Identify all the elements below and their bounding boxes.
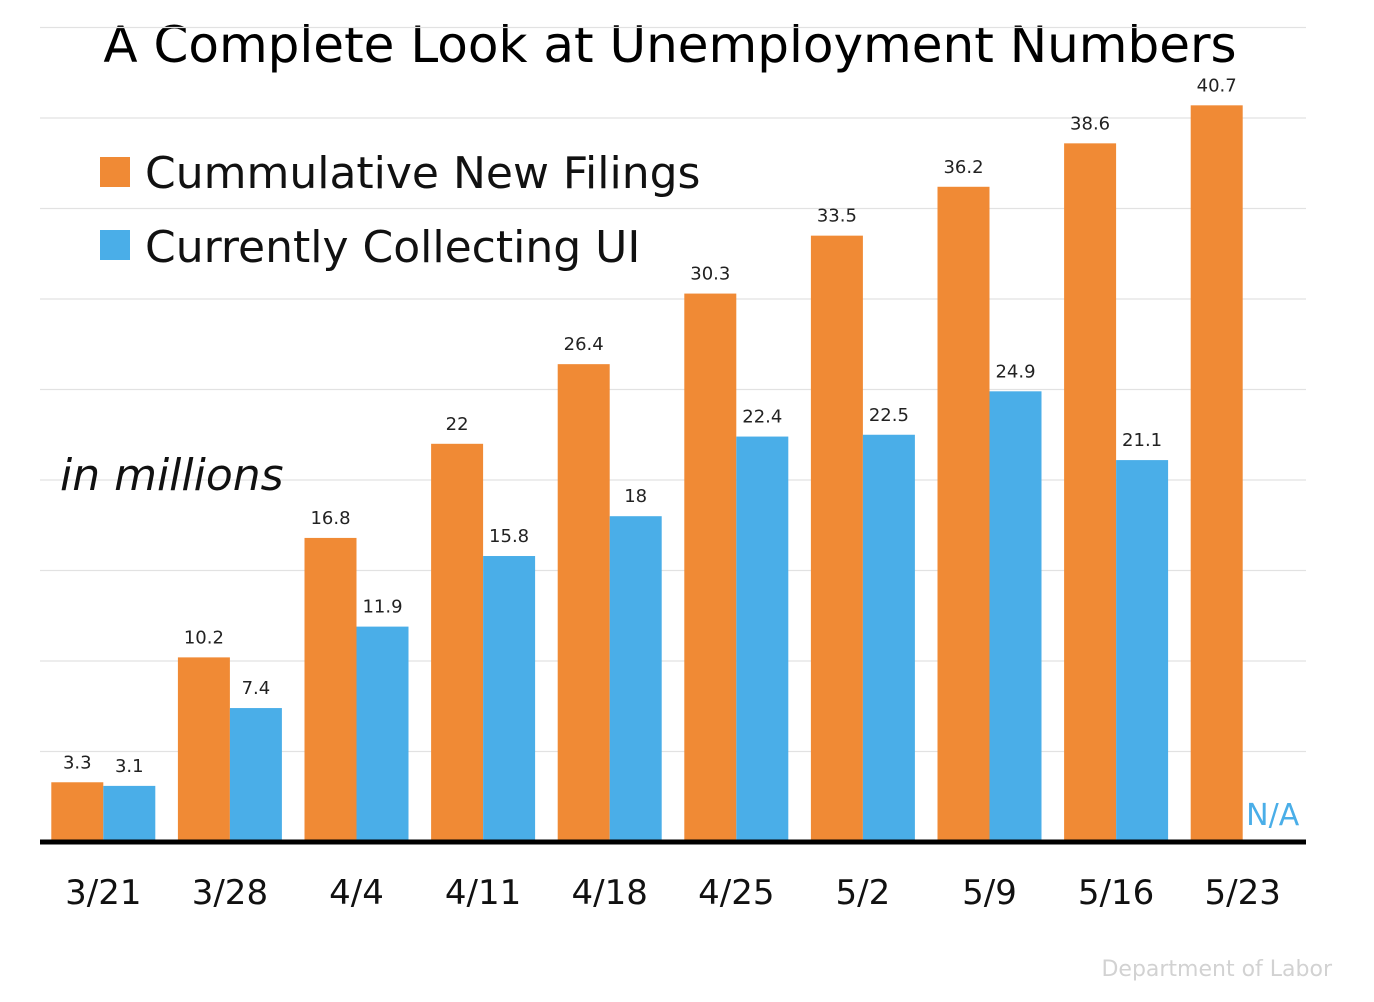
x-tick-label: 5/9: [962, 873, 1017, 913]
x-tick-label: 3/21: [65, 873, 141, 913]
legend-label-collecting-ui: Currently Collecting UI: [145, 222, 640, 273]
bar-collecting-ui: [862, 434, 915, 842]
bar-collecting-ui: [1116, 460, 1169, 842]
chart-title: A Complete Look at Unemployment Numbers: [103, 16, 1236, 74]
bar-new-filings: [431, 443, 484, 842]
value-label-collecting-ui: 15.8: [489, 526, 529, 547]
value-label-new-filings: 30.3: [690, 264, 730, 285]
x-tick-label: 4/11: [445, 873, 521, 913]
bar-new-filings: [1064, 143, 1117, 843]
bar-new-filings: [304, 537, 357, 842]
x-tick-label: 4/25: [698, 873, 774, 913]
bar-collecting-ui: [356, 626, 409, 842]
value-label-new-filings: 22: [446, 414, 469, 435]
value-label-collecting-ui: 22.4: [742, 407, 782, 428]
bar-collecting-ui: [736, 436, 789, 842]
value-label-new-filings: 26.4: [564, 334, 604, 355]
bar-collecting-ui: [103, 785, 156, 842]
x-tick-label: 4/4: [329, 873, 384, 913]
x-tick-label: 3/28: [192, 873, 268, 913]
x-tick-label: 5/2: [836, 873, 891, 913]
source-label: Department of Labor: [1101, 957, 1332, 982]
bar-new-filings: [684, 293, 737, 842]
value-label-na: N/A: [1246, 798, 1300, 833]
legend: Cummulative New Filings Currently Collec…: [100, 148, 700, 273]
x-tick-label: 4/18: [572, 873, 648, 913]
value-label-new-filings: 40.7: [1197, 75, 1237, 96]
bars: [51, 105, 1243, 843]
bar-collecting-ui: [989, 391, 1042, 842]
gridlines: [40, 26, 1306, 753]
unit-label: in millions: [60, 450, 284, 501]
value-label-collecting-ui: 7.4: [242, 678, 271, 699]
x-tick-label: 5/23: [1205, 873, 1281, 913]
value-label-collecting-ui: 21.1: [1122, 430, 1162, 451]
bar-new-filings: [177, 657, 230, 842]
value-label-collecting-ui: 18: [624, 486, 647, 507]
bar-collecting-ui: [609, 516, 662, 842]
value-label-new-filings: 33.5: [817, 206, 857, 227]
value-labels: 3.3 3.1 10.2 7.4 16.8 11.9 22 15.8 26.4 18 30.3 22.…: [63, 75, 1300, 833]
bar-new-filings: [557, 364, 610, 842]
value-label-collecting-ui: 22.5: [869, 405, 909, 426]
bar-new-filings: [51, 782, 104, 842]
bar-collecting-ui: [483, 556, 536, 842]
x-tick-labels: 3/21 3/28 4/4 4/11 4/18 4/25 5/2 5/9 5/16 5/23: [65, 873, 1281, 913]
legend-swatch-new-filings: [100, 157, 130, 187]
x-tick-label: 5/16: [1078, 873, 1154, 913]
value-label-collecting-ui: 24.9: [995, 361, 1035, 382]
legend-swatch-collecting-ui: [100, 230, 130, 260]
value-label-collecting-ui: 11.9: [362, 597, 402, 618]
bar-collecting-ui: [229, 708, 282, 842]
bar-new-filings: [810, 235, 863, 842]
value-label-new-filings: 38.6: [1070, 113, 1110, 134]
value-label-new-filings: 16.8: [310, 508, 350, 529]
bar-new-filings: [1190, 105, 1243, 842]
value-label-new-filings: 3.3: [63, 752, 92, 773]
value-label-collecting-ui: 3.1: [115, 756, 144, 777]
legend-label-new-filings: Cummulative New Filings: [145, 148, 700, 199]
value-label-new-filings: 36.2: [943, 157, 983, 178]
value-label-new-filings: 10.2: [184, 627, 224, 648]
bar-new-filings: [937, 186, 990, 842]
